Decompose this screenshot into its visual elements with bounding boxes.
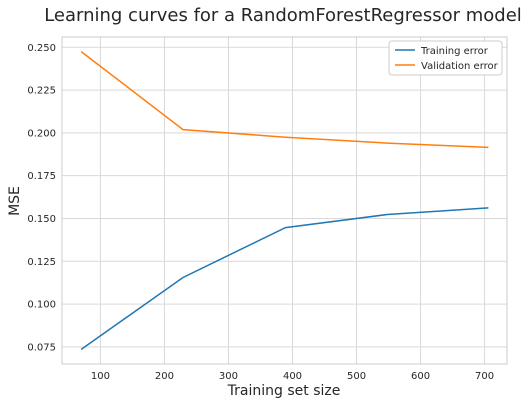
plot-frame <box>61 36 508 365</box>
legend-box <box>388 40 503 76</box>
x-tick-label: 700 <box>475 371 494 382</box>
chart-title: Learning curves for a RandomForestRegres… <box>44 5 522 26</box>
y-tick-label: 0.150 <box>27 214 56 225</box>
legend-label-training-error: Training error <box>420 46 489 57</box>
series-line-training-error <box>80 207 489 351</box>
legend-label-validation-error: Validation error <box>421 61 499 72</box>
y-axis-label: MSE <box>7 186 23 216</box>
grid-layer <box>62 37 507 364</box>
y-tick-label: 0.225 <box>27 86 56 97</box>
x-axis-label: Training set size <box>227 383 341 399</box>
y-tick-label: 0.175 <box>27 171 56 182</box>
x-tick-label: 400 <box>283 371 302 382</box>
x-tick-label: 200 <box>155 371 174 382</box>
x-tick-label: 500 <box>347 371 366 382</box>
tick-layer: 100 200 300 400 500 600 700 0.075 0.100 0.125 0.15… <box>27 43 494 382</box>
y-tick-label: 0.200 <box>27 128 56 139</box>
series-layer <box>80 51 489 351</box>
y-tick-label: 0.075 <box>27 342 56 353</box>
y-tick-label: 0.125 <box>27 257 56 268</box>
y-tick-label: 0.100 <box>27 300 56 311</box>
series-line-validation-error <box>80 51 489 149</box>
x-tick-label: 600 <box>411 371 430 382</box>
legend: Training error Validation error <box>388 40 503 76</box>
x-tick-label: 100 <box>91 371 110 382</box>
y-tick-label: 0.250 <box>27 43 56 54</box>
x-tick-label: 300 <box>219 371 238 382</box>
